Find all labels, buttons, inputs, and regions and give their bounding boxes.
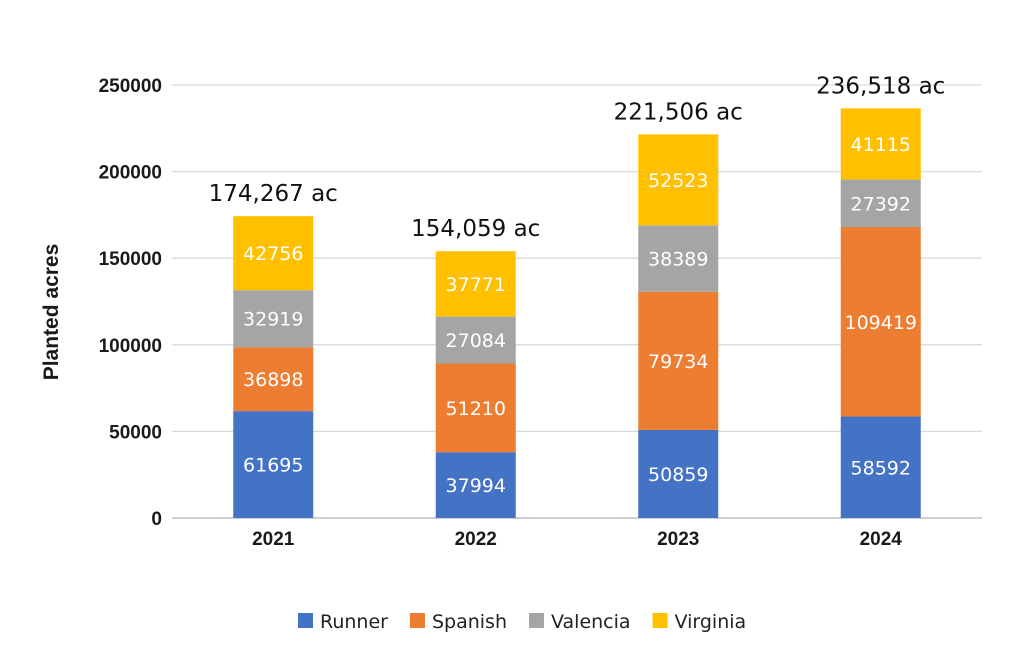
bar-segment-valencia-2023 — [638, 225, 719, 292]
legend-item-virginia: Virginia — [652, 611, 747, 633]
legend-label-runner: Runner — [320, 611, 388, 633]
legend-item-runner: Runner — [298, 611, 388, 633]
x-tick-label: 2021 — [252, 529, 295, 550]
data-label-runner-2021: 61695 — [243, 455, 303, 477]
x-tick-label: 2022 — [455, 529, 497, 550]
bar-stack-2024: 58592 109419 27392 41115 — [840, 108, 921, 518]
legend: Runner Spanish Valencia Virginia — [298, 611, 746, 633]
bar-segment-virginia-2024 — [840, 108, 921, 180]
y-tick-label: 200000 — [99, 163, 162, 184]
data-label-spanish-2024: 109419 — [844, 312, 917, 334]
bar-segment-virginia-2023 — [638, 134, 719, 226]
data-label-runner-2023: 50859 — [648, 464, 708, 486]
data-label-virginia-2024: 41115 — [851, 134, 911, 156]
legend-swatch-runner — [298, 613, 313, 628]
bar-segment-virginia-2021 — [233, 216, 314, 291]
y-tick-label: 250000 — [99, 76, 162, 97]
data-label-valencia-2023: 38389 — [648, 249, 708, 271]
y-tick-label: 100000 — [99, 336, 162, 357]
y-tick-label: 150000 — [99, 249, 162, 270]
data-label-virginia-2022: 37771 — [446, 274, 506, 296]
data-label-runner-2022: 37994 — [446, 475, 506, 497]
legend-item-spanish: Spanish — [409, 611, 507, 633]
data-label-spanish-2023: 79734 — [648, 351, 708, 373]
bar-segment-runner-2023 — [638, 429, 719, 518]
y-tick-label: 50000 — [109, 422, 162, 443]
legend-label-virginia: Virginia — [675, 611, 747, 633]
total-label-2023: 221,506 ac — [614, 99, 743, 125]
data-label-spanish-2022: 51210 — [446, 398, 506, 420]
bar-segment-valencia-2021 — [233, 290, 314, 348]
x-tick-label: 2023 — [657, 529, 699, 550]
data-label-valencia-2022: 27084 — [446, 330, 506, 352]
bar-segment-spanish-2024 — [840, 227, 921, 417]
legend-label-spanish: Spanish — [432, 611, 507, 633]
legend-swatch-virginia — [652, 613, 668, 628]
y-axis-title: Planted acres — [40, 244, 63, 381]
total-label-2021: 174,267 ac — [209, 181, 338, 207]
data-label-spanish-2021: 36898 — [243, 369, 303, 391]
bar-stack-2023: 50859 79734 38389 52523 — [638, 134, 719, 518]
total-label-2024: 236,518 ac — [816, 73, 945, 99]
y-tick-label: 0 — [151, 509, 162, 530]
bar-segment-valencia-2022 — [435, 316, 516, 364]
legend-swatch-spanish — [409, 613, 425, 628]
legend-label-valencia: Valencia — [551, 611, 631, 633]
bar-segment-runner-2024 — [840, 416, 921, 518]
total-label-2022: 154,059 ac — [411, 216, 540, 242]
bar-segment-spanish-2021 — [233, 347, 314, 412]
bar-stack-2021: 61695 36898 32919 42756 — [233, 216, 314, 518]
legend-item-valencia: Valencia — [529, 611, 631, 633]
legend-swatch-valencia — [529, 613, 545, 628]
bar-segment-runner-2021 — [233, 411, 314, 518]
bar-segment-spanish-2023 — [638, 291, 719, 430]
data-label-runner-2024: 58592 — [851, 457, 911, 479]
data-label-virginia-2021: 42756 — [243, 243, 303, 265]
data-label-valencia-2021: 32919 — [243, 309, 303, 331]
bar-segment-runner-2022 — [435, 452, 516, 518]
x-tick-label: 2024 — [860, 529, 903, 550]
bar-stack-2022: 37994 51210 27084 37771 — [435, 251, 516, 518]
bar-segment-virginia-2022 — [435, 251, 516, 317]
data-label-valencia-2024: 27392 — [851, 193, 911, 215]
bar-segment-spanish-2022 — [435, 363, 516, 453]
data-label-virginia-2023: 52523 — [648, 170, 708, 192]
bar-segment-valencia-2024 — [840, 179, 921, 228]
